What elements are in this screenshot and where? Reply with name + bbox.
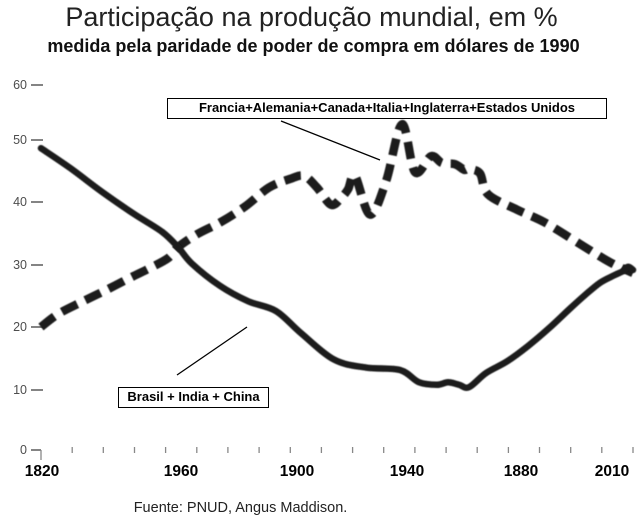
svg-text:1900: 1900 [280,463,314,480]
svg-text:1880: 1880 [504,463,538,480]
svg-text:0: 0 [20,443,27,457]
svg-text:10: 10 [13,383,27,397]
svg-text:60: 60 [13,78,27,92]
svg-text:1940: 1940 [390,463,424,480]
svg-text:1960: 1960 [164,463,198,480]
svg-text:50: 50 [13,133,27,147]
svg-text:20: 20 [13,320,27,334]
svg-text:2010: 2010 [595,463,629,480]
svg-text:30: 30 [13,258,27,272]
svg-text:40: 40 [13,195,27,209]
svg-text:1820: 1820 [25,463,59,480]
